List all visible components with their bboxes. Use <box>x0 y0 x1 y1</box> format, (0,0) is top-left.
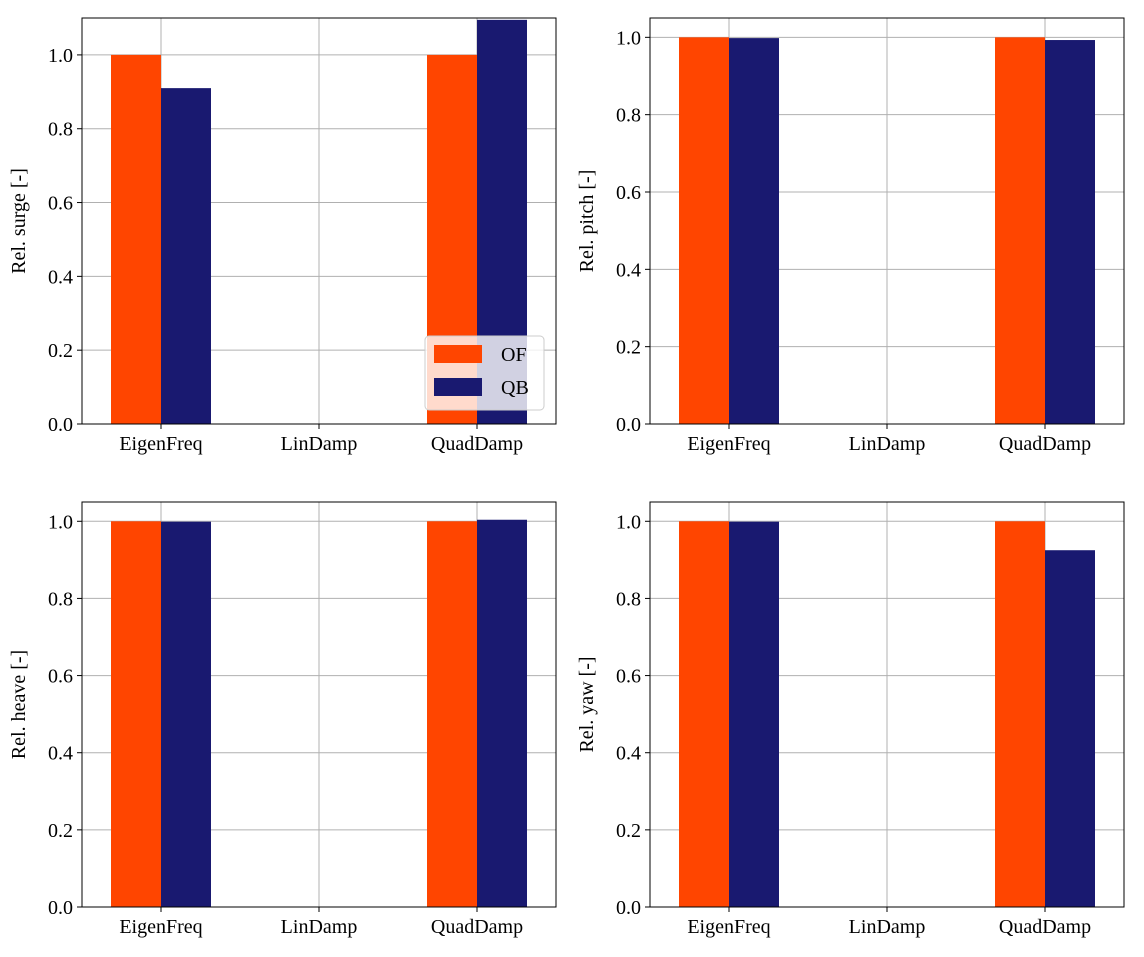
bar-qb-eigenfreq <box>729 521 779 907</box>
chart-panel-2: 0.0 0.2 0.4 0.6 0.8 1.0 EigenFreq LinDamp QuadDa… <box>576 17 1125 455</box>
bar-qb-eigenfreq <box>729 38 779 425</box>
y-tick-label: 0.4 <box>616 743 641 765</box>
y-tick-label: 1.0 <box>48 45 73 67</box>
y-axis-label: Rel. heave [-] <box>8 650 30 759</box>
bar-of-quaddamp <box>995 521 1045 907</box>
bar-qb-quaddamp <box>1045 550 1095 907</box>
y-tick-label: 0.2 <box>616 337 641 359</box>
y-tick-label: 1.0 <box>616 27 641 49</box>
bar-of-eigenfreq <box>111 54 161 425</box>
y-tick-label: 0.4 <box>48 743 73 765</box>
y-tick-label: 0.8 <box>48 588 73 610</box>
bar-of-eigenfreq <box>679 37 729 424</box>
bar-of-quaddamp <box>995 37 1045 424</box>
y-tick-label: 0.0 <box>616 897 641 919</box>
y-tick-label: 0.6 <box>616 182 641 204</box>
y-tick-label: 0.8 <box>616 588 641 610</box>
y-tick-label: 0.0 <box>616 414 641 436</box>
x-tick-label: EigenFreq <box>119 916 202 938</box>
legend-label-of: OF <box>501 344 527 366</box>
y-tick-label: 0.2 <box>48 340 73 362</box>
y-tick-label: 0.2 <box>616 820 641 842</box>
bar-of-eigenfreq <box>111 521 161 907</box>
x-tick-label: LinDamp <box>281 433 358 455</box>
x-tick-label: QuadDamp <box>999 916 1091 938</box>
y-axis-label: Rel. surge [-] <box>8 168 30 274</box>
y-tick-label: 0.6 <box>48 193 73 215</box>
bar-qb-quaddamp <box>477 519 527 907</box>
x-tick-label: EigenFreq <box>687 916 770 938</box>
y-tick-label: 0.6 <box>48 666 73 688</box>
y-tick-label: 0.4 <box>616 259 641 281</box>
x-tick-label: LinDamp <box>849 916 926 938</box>
y-tick-label: 0.8 <box>48 119 73 141</box>
y-tick-label: 0.0 <box>48 897 73 919</box>
x-tick-label: QuadDamp <box>999 433 1091 455</box>
x-tick-label: QuadDamp <box>431 916 523 938</box>
legend-label-qb: QB <box>501 377 529 399</box>
x-tick-label: QuadDamp <box>431 433 523 455</box>
x-tick-label: LinDamp <box>849 433 926 455</box>
x-tick-label: LinDamp <box>281 916 358 938</box>
bar-of-quaddamp <box>427 521 477 907</box>
bar-qb-quaddamp <box>1045 40 1095 424</box>
y-tick-label: 0.6 <box>616 666 641 688</box>
y-axis-label: Rel. yaw [-] <box>576 656 598 752</box>
y-axis-label: Rel. pitch [-] <box>576 170 598 273</box>
y-tick-label: 0.0 <box>48 414 73 436</box>
chart-panel-3: 0.0 0.2 0.4 0.6 0.8 1.0 EigenFreq LinDamp QuadDa… <box>8 501 557 938</box>
x-tick-label: EigenFreq <box>119 433 202 455</box>
bar-of-eigenfreq <box>679 521 729 907</box>
x-tick-label: EigenFreq <box>687 433 770 455</box>
legend-swatch-of <box>434 345 482 363</box>
legend-swatch-qb <box>434 378 482 396</box>
bar-qb-eigenfreq <box>161 88 211 425</box>
y-tick-label: 0.2 <box>48 820 73 842</box>
chart-panel-1: 0.0 0.2 0.4 0.6 0.8 1.0 EigenFreq LinDamp QuadDa… <box>8 17 557 455</box>
bar-qb-eigenfreq <box>161 521 211 907</box>
y-tick-label: 1.0 <box>616 511 641 533</box>
y-tick-label: 0.4 <box>48 266 73 288</box>
legend: OF QB <box>424 335 545 411</box>
y-tick-label: 0.8 <box>616 105 641 127</box>
chart-panel-4: 0.0 0.2 0.4 0.6 0.8 1.0 EigenFreq LinDamp QuadDa… <box>576 501 1125 938</box>
y-tick-label: 1.0 <box>48 511 73 533</box>
